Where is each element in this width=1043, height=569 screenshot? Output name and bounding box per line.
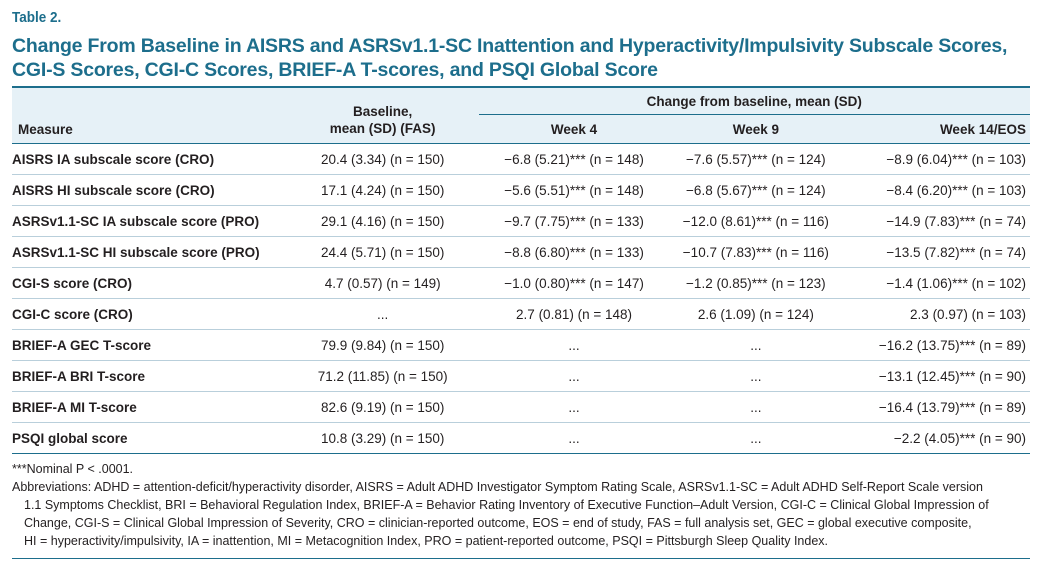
- cell-week9: −6.8 (5.67)*** (n = 124): [669, 174, 843, 206]
- cell-week4: ...: [478, 391, 670, 423]
- table-row: AISRS HI subscale score (CRO) 17.1 (4.24…: [12, 174, 1030, 206]
- table-title: Change From Baseline in AISRS and ASRSv1…: [12, 35, 1008, 81]
- footnote-abbreviations-2: 1.1 Symptoms Checklist, BRI = Behavioral…: [24, 498, 989, 512]
- cell-measure: AISRS HI subscale score (CRO): [12, 174, 287, 206]
- footnote-significance: ***Nominal P < .0001.: [12, 462, 134, 476]
- cell-measure: ASRSv1.1-SC IA subscale score (PRO): [12, 205, 287, 237]
- cell-baseline: 79.9 (9.84) (n = 150): [286, 329, 479, 361]
- table-row: PSQI global score 10.8 (3.29) (n = 150) …: [12, 422, 1030, 454]
- cell-week14: −16.2 (13.75)*** (n = 89): [842, 329, 1030, 361]
- cell-measure: BRIEF-A BRI T-score: [12, 360, 287, 392]
- table-row: AISRS IA subscale score (CRO) 20.4 (3.34…: [12, 143, 1030, 175]
- cell-measure: CGI-C score (CRO): [12, 298, 287, 330]
- header-baseline-line1: Baseline,: [353, 104, 413, 119]
- cell-measure: BRIEF-A MI T-score: [12, 391, 287, 423]
- header-measure: Measure: [12, 87, 287, 144]
- cell-measure: BRIEF-A GEC T-score: [12, 329, 287, 361]
- header-week4: Week 4: [478, 114, 670, 144]
- cell-week9: ...: [669, 360, 843, 392]
- cell-baseline: 17.1 (4.24) (n = 150): [286, 174, 479, 206]
- cell-baseline: 24.4 (5.71) (n = 150): [286, 236, 479, 268]
- cell-measure: PSQI global score: [12, 422, 287, 454]
- cell-week14: −14.9 (7.83)*** (n = 74): [842, 205, 1030, 237]
- table-row: ASRSv1.1-SC IA subscale score (PRO) 29.1…: [12, 205, 1030, 237]
- cell-baseline: ...: [286, 298, 479, 330]
- table-row: CGI-C score (CRO) ... 2.7 (0.81) (n = 14…: [12, 298, 1030, 330]
- cell-week4: −8.8 (6.80)*** (n = 133): [478, 236, 670, 268]
- table-figure: Table 2. Change From Baseline in AISRS a…: [12, 8, 1030, 559]
- cell-week4: ...: [478, 360, 670, 392]
- cell-week14: −13.1 (12.45)*** (n = 90): [842, 360, 1030, 392]
- cell-week14: −8.4 (6.20)*** (n = 103): [842, 174, 1030, 206]
- table-row: BRIEF-A BRI T-score 71.2 (11.85) (n = 15…: [12, 360, 1030, 392]
- cell-baseline: 10.8 (3.29) (n = 150): [286, 422, 479, 454]
- cell-baseline: 4.7 (0.57) (n = 149): [286, 267, 479, 299]
- header-week14: Week 14/EOS: [842, 114, 1030, 144]
- cell-week14: −1.4 (1.06)*** (n = 102): [842, 267, 1030, 299]
- cell-week14: −2.2 (4.05)*** (n = 90): [842, 422, 1030, 454]
- cell-measure: AISRS IA subscale score (CRO): [12, 143, 287, 175]
- cell-week4: ...: [478, 422, 670, 454]
- cell-week4: ...: [478, 329, 670, 361]
- cell-week4: −6.8 (5.21)*** (n = 148): [478, 143, 670, 175]
- cell-baseline: 71.2 (11.85) (n = 150): [286, 360, 479, 392]
- cell-week4: −5.6 (5.51)*** (n = 148): [478, 174, 670, 206]
- cell-week4: −9.7 (7.75)*** (n = 133): [478, 205, 670, 237]
- footnote-abbreviations-3: Change, CGI-S = Clinical Global Impressi…: [24, 516, 972, 530]
- cell-week4: −1.0 (0.80)*** (n = 147): [478, 267, 670, 299]
- cell-week9: −1.2 (0.85)*** (n = 123): [669, 267, 843, 299]
- cell-baseline: 82.6 (9.19) (n = 150): [286, 391, 479, 423]
- footnote-abbreviations-4: HI = hyperactivity/impulsivity, IA = ina…: [24, 534, 828, 548]
- header-baseline: Baseline, mean (SD) (FAS): [286, 87, 479, 144]
- cell-week14: −8.9 (6.04)*** (n = 103): [842, 143, 1030, 175]
- table-row: BRIEF-A GEC T-score 79.9 (9.84) (n = 150…: [12, 329, 1030, 361]
- cell-week9: −7.6 (5.57)*** (n = 124): [669, 143, 843, 175]
- table-row: CGI-S score (CRO) 4.7 (0.57) (n = 149) −…: [12, 267, 1030, 299]
- cell-week4: 2.7 (0.81) (n = 148): [478, 298, 670, 330]
- footnotes: ***Nominal P < .0001. Abbreviations: ADH…: [12, 460, 1030, 550]
- cell-baseline: 20.4 (3.34) (n = 150): [286, 143, 479, 175]
- cell-baseline: 29.1 (4.16) (n = 150): [286, 205, 479, 237]
- cell-week9: −12.0 (8.61)*** (n = 116): [669, 205, 843, 237]
- header-baseline-line2: mean (SD) (FAS): [329, 121, 436, 136]
- cell-week9: −10.7 (7.83)*** (n = 116): [669, 236, 843, 268]
- header-change: Change from baseline, mean (SD): [478, 87, 1030, 115]
- table-row: ASRSv1.1-SC HI subscale score (PRO) 24.4…: [12, 236, 1030, 268]
- cell-measure: CGI-S score (CRO): [12, 267, 287, 299]
- table-row: BRIEF-A MI T-score 82.6 (9.19) (n = 150)…: [12, 391, 1030, 423]
- cell-week14: −13.5 (7.82)*** (n = 74): [842, 236, 1030, 268]
- cell-week9: ...: [669, 329, 843, 361]
- table-end-rule: [12, 558, 1030, 559]
- cell-week14: 2.3 (0.97) (n = 103): [842, 298, 1030, 330]
- footnote-abbreviations-1: Abbreviations: ADHD = attention-deficit/…: [12, 480, 983, 494]
- cell-week9: ...: [669, 422, 843, 454]
- table-label: Table 2.: [12, 9, 62, 26]
- cell-week14: −16.4 (13.79)*** (n = 89): [842, 391, 1030, 423]
- cell-week9: ...: [669, 391, 843, 423]
- cell-measure: ASRSv1.1-SC HI subscale score (PRO): [12, 236, 287, 268]
- results-table: Measure Baseline, mean (SD) (FAS) Change…: [12, 86, 1030, 454]
- header-week9: Week 9: [669, 114, 843, 144]
- cell-week9: 2.6 (1.09) (n = 124): [669, 298, 843, 330]
